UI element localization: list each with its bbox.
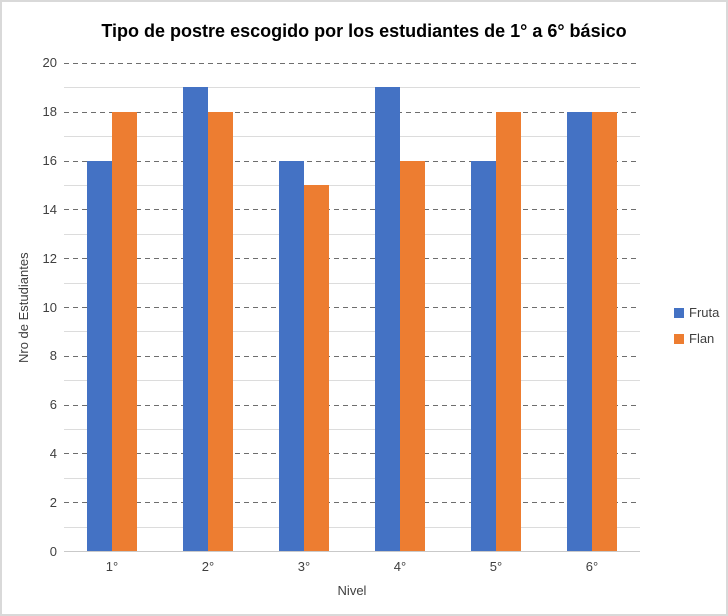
bar-groups (64, 63, 640, 551)
plot-area (64, 63, 640, 552)
y-tick-label-14: 14 (42, 201, 57, 217)
x-tick-label-5°: 5° (489, 559, 503, 574)
minor-gridline-1 (64, 526, 640, 528)
y-tick-label-4: 4 (49, 446, 57, 462)
major-gridline-2 (64, 502, 640, 504)
y-tick-label-2: 2 (49, 495, 57, 511)
chart-title: Tipo de postre escogido por los estudian… (101, 21, 627, 41)
bar-group-5° (448, 63, 544, 551)
x-axis-title: Nivel (337, 583, 367, 598)
y-tick-label-8: 8 (49, 348, 57, 364)
minor-gridline-9 (64, 331, 640, 333)
y-tick-label-18: 18 (42, 103, 57, 119)
legend-item-fruta: Fruta (674, 305, 719, 320)
y-tick-label-0: 0 (49, 544, 57, 559)
minor-gridline-7 (64, 380, 640, 382)
x-tick-label-6°: 6° (585, 559, 599, 574)
bar-flan-3° (304, 185, 329, 551)
legend-swatch-icon (674, 307, 684, 318)
bar-group-1° (64, 63, 160, 551)
major-gridline-8 (64, 355, 640, 357)
x-tick-label-4°: 4° (393, 559, 407, 574)
minor-gridline-5 (64, 429, 640, 430)
legend-item-flan: Flan (674, 331, 719, 346)
major-gridline-4 (64, 453, 640, 455)
x-tick-label-3°: 3° (297, 559, 311, 574)
bar-fruta-6° (567, 111, 592, 551)
x-tick-label-2°: 2° (201, 559, 215, 574)
minor-gridline-3 (64, 477, 640, 479)
minor-gridline-19 (64, 87, 640, 89)
major-gridline-12 (64, 258, 640, 260)
legend-swatch-icon (674, 333, 684, 344)
bar-flan-6° (592, 111, 617, 551)
minor-gridline-15 (64, 185, 640, 186)
bar-fruta-2° (183, 87, 208, 551)
x-axis-tick-labels: 1° 2° 3° 4° 5° 6° (64, 559, 640, 574)
bar-fruta-4° (375, 87, 400, 551)
legend: Fruta Flan (674, 305, 719, 357)
y-tick-label-10: 10 (42, 299, 57, 315)
legend-label: Flan (689, 331, 715, 346)
y-tick-label-20: 20 (42, 55, 57, 70)
y-tick-label-12: 12 (42, 250, 57, 266)
x-tick-label-1°: 1° (105, 559, 119, 574)
bar-flan-5° (496, 111, 521, 551)
legend-label: Fruta (689, 305, 720, 320)
bar-fruta-3° (279, 160, 304, 551)
major-gridline-14 (64, 209, 640, 211)
bar-group-4° (352, 63, 448, 551)
major-gridline-20 (64, 63, 640, 64)
major-gridline-10 (64, 307, 640, 308)
y-tick-label-16: 16 (42, 152, 57, 168)
major-gridline-16 (64, 160, 640, 162)
bar-fruta-5° (471, 160, 496, 551)
major-gridline-18 (64, 111, 640, 113)
minor-gridline-17 (64, 136, 640, 138)
bar-group-6° (544, 63, 640, 551)
major-gridline-6 (64, 404, 640, 406)
minor-gridline-11 (64, 282, 640, 284)
bar-group-3° (256, 63, 352, 551)
y-tick-label-6: 6 (49, 397, 57, 413)
minor-gridline-13 (64, 233, 640, 235)
bar-flan-2° (208, 111, 233, 551)
bar-flan-1° (112, 111, 137, 551)
bar-fruta-1° (87, 160, 112, 551)
bar-flan-4° (400, 160, 425, 551)
bar-group-2° (160, 63, 256, 551)
